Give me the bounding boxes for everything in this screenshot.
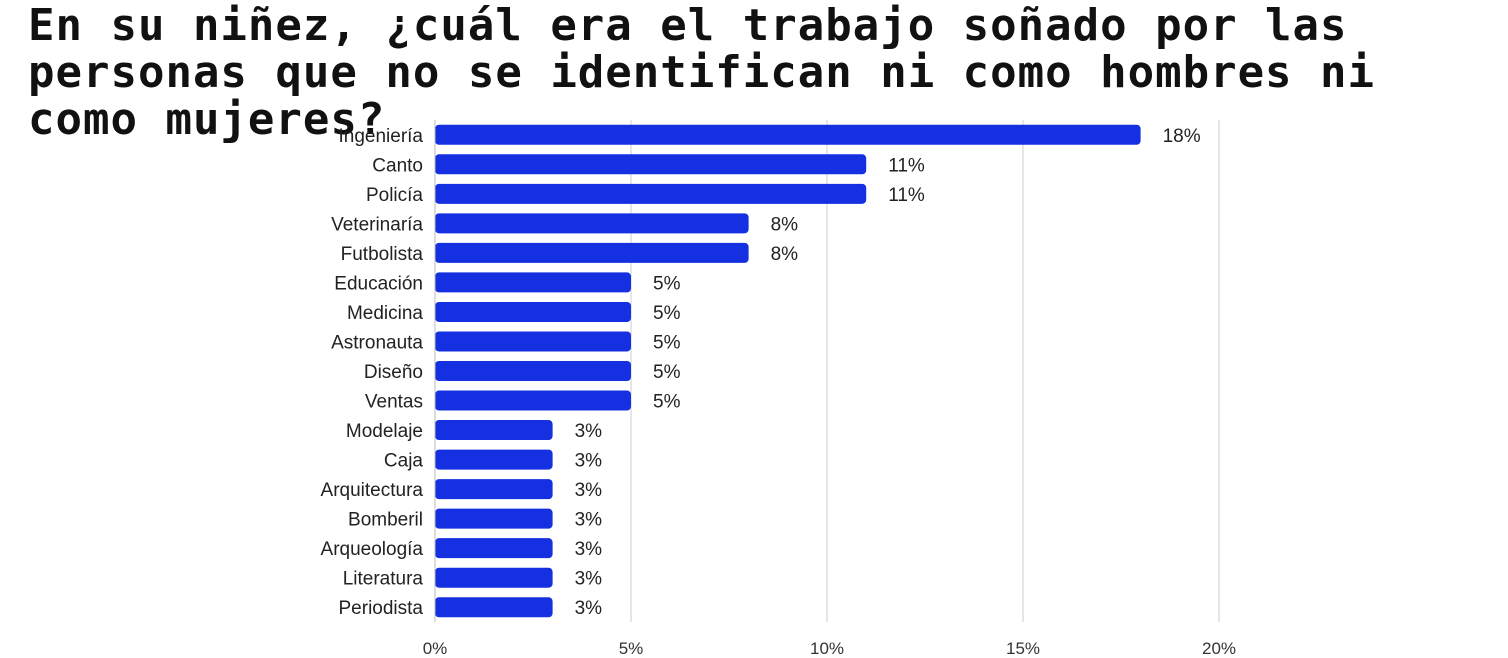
bar xyxy=(435,154,867,175)
category-label: Caja xyxy=(384,451,424,472)
category-label: Ventas xyxy=(365,392,423,413)
data-label: 3% xyxy=(575,539,603,560)
bar xyxy=(435,124,1141,145)
category-label: Literatura xyxy=(343,569,424,590)
bar xyxy=(435,479,553,500)
category-label: Canto xyxy=(372,155,423,176)
data-label: 3% xyxy=(575,451,603,472)
data-label: 11% xyxy=(888,155,925,176)
bar xyxy=(435,301,631,322)
category-label: Ingeniería xyxy=(338,126,423,147)
category-label: Futbolista xyxy=(341,244,424,265)
category-label: Arquitectura xyxy=(321,480,424,501)
category-label: Astronauta xyxy=(331,332,423,353)
data-label: 11% xyxy=(888,185,925,206)
data-label: 5% xyxy=(653,362,681,383)
bar xyxy=(435,567,553,588)
data-label: 5% xyxy=(653,273,681,294)
category-label: Policía xyxy=(366,185,423,206)
bar xyxy=(435,242,749,263)
category-label: Modelaje xyxy=(346,421,423,442)
data-label: 5% xyxy=(653,303,681,324)
bar xyxy=(435,420,553,441)
bar xyxy=(435,449,553,470)
category-label: Medicina xyxy=(347,303,423,324)
bar xyxy=(435,213,749,234)
data-label: 3% xyxy=(575,598,603,619)
x-tick-label: 5% xyxy=(619,639,644,658)
bar xyxy=(435,272,631,293)
x-tick-label: 20% xyxy=(1202,639,1236,658)
category-label: Bomberil xyxy=(348,510,423,531)
x-tick-label: 15% xyxy=(1006,639,1040,658)
bar xyxy=(435,331,631,352)
x-tick-label: 0% xyxy=(423,639,448,658)
category-label: Veterinaría xyxy=(331,214,423,235)
data-label: 8% xyxy=(771,244,799,265)
data-label: 3% xyxy=(575,421,603,442)
bar xyxy=(435,390,631,411)
data-label: 5% xyxy=(653,332,681,353)
category-label: Diseño xyxy=(364,362,423,383)
category-label: Arqueología xyxy=(321,539,424,560)
category-label: Educación xyxy=(334,273,423,294)
bar xyxy=(435,183,867,204)
x-tick-label: 10% xyxy=(810,639,844,658)
bar xyxy=(435,538,553,559)
data-label: 8% xyxy=(771,214,799,235)
bar xyxy=(435,597,553,618)
data-label: 18% xyxy=(1163,126,1201,147)
chart-title: En su niñez, ¿cuál era el trabajo soñado… xyxy=(28,0,1376,145)
data-label: 3% xyxy=(575,569,603,590)
category-label: Periodista xyxy=(339,598,424,619)
bar xyxy=(435,361,631,381)
data-label: 5% xyxy=(653,392,681,413)
data-label: 3% xyxy=(575,480,603,501)
data-label: 3% xyxy=(575,510,603,531)
bar xyxy=(435,508,553,529)
